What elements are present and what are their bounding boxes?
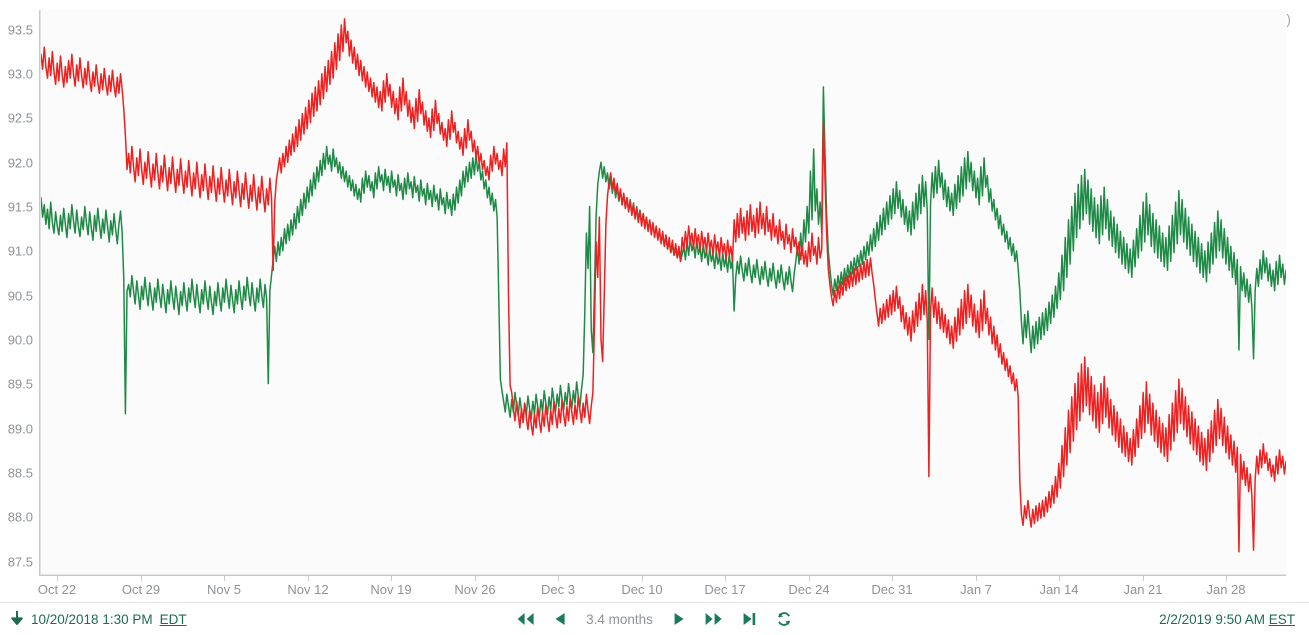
- y-axis-tick-label: 90.5: [7, 288, 33, 304]
- x-axis-tick-label: Jan 14: [1039, 582, 1079, 597]
- x-axis-tick-label: Dec 17: [704, 582, 746, 597]
- range-start-timezone[interactable]: EDT: [159, 611, 187, 627]
- skip-to-end-button[interactable]: [739, 609, 760, 630]
- y-axis-tick-label: 92.5: [7, 110, 33, 126]
- jump-backward-button[interactable]: [514, 609, 535, 630]
- x-axis-tick-mark: [892, 576, 893, 581]
- x-axis-tick-mark: [224, 576, 225, 581]
- x-axis-tick-label: Oct 29: [121, 582, 161, 597]
- x-axis-tick-label: Oct 22: [37, 582, 77, 597]
- x-axis-tick-mark: [475, 576, 476, 581]
- x-axis-tick-mark: [642, 576, 643, 581]
- x-axis-tick-mark: [1226, 576, 1227, 581]
- y-axis: 87.5 88.0 88.5 89.0 89.5 90.0 90.5 91.0 91.5 92.0…: [0, 10, 40, 576]
- time-navigation-toolbar: 10/20/2018 1:30 PM EDT 3.4 months: [0, 602, 1309, 634]
- y-axis-tick-label: 93.5: [7, 22, 33, 37]
- y-axis-tick-label: 88.5: [7, 465, 33, 481]
- step-backward-button[interactable]: [549, 609, 570, 630]
- jump-forward-button[interactable]: [704, 609, 725, 630]
- x-axis-tick-mark: [57, 576, 58, 581]
- range-end-timezone[interactable]: EST: [1268, 611, 1295, 627]
- x-axis-tick-label: Jan 28: [1206, 582, 1246, 597]
- y-axis-tick-label: 91.0: [7, 243, 33, 259]
- series-line-red: [41, 19, 1286, 552]
- y-axis-tick-label: 89.5: [7, 376, 33, 392]
- x-axis-tick-label: Dec 10: [621, 582, 663, 597]
- x-axis-tick-label: Nov 19: [370, 582, 412, 597]
- y-axis-line: [39, 10, 40, 576]
- x-axis-tick-label: Dec 31: [871, 582, 913, 597]
- x-axis-tick-label: Nov 12: [287, 582, 329, 597]
- step-forward-button[interactable]: [669, 609, 690, 630]
- x-axis: Oct 22 Oct 29 Nov 5 Nov 12 Nov 19 Nov 26 Dec 3…: [0, 576, 1309, 602]
- nav-span-label: 3.4 months: [586, 611, 653, 627]
- x-axis-tick-label: Dec 24: [788, 582, 830, 597]
- download-arrow-icon[interactable]: [10, 610, 24, 628]
- x-axis-tick-label: Jan 21: [1123, 582, 1163, 597]
- x-axis-tick-mark: [725, 576, 726, 581]
- y-axis-tick-label: 92.0: [7, 155, 33, 171]
- nav-controls: 3.4 months: [514, 603, 795, 635]
- x-axis-tick-mark: [391, 576, 392, 581]
- x-axis-tick-mark: [809, 576, 810, 581]
- y-axis-tick-label: 87.5: [7, 554, 33, 570]
- x-axis-tick-mark: [308, 576, 309, 581]
- range-start[interactable]: 10/20/2018 1:30 PM EDT: [10, 603, 187, 635]
- series-line-green: [41, 87, 1286, 421]
- range-start-time: 10/20/2018 1:30 PM: [31, 611, 153, 627]
- range-end[interactable]: 2/2/2019 9:50 AM EST: [1159, 603, 1295, 635]
- range-end-time: 2/2/2019 9:50 AM: [1159, 611, 1265, 627]
- x-axis-tick-mark: [1059, 576, 1060, 581]
- x-axis-tick-label: Nov 26: [454, 582, 496, 597]
- x-axis-tick-mark: [1143, 576, 1144, 581]
- y-axis-tick-label: 88.0: [7, 509, 33, 525]
- x-axis-tick-label: Jan 7: [960, 582, 992, 597]
- x-axis-tick-mark: [558, 576, 559, 581]
- y-axis-tick-label: 89.0: [7, 421, 33, 437]
- x-axis-tick-mark: [141, 576, 142, 581]
- y-axis-tick-label: 90.0: [7, 332, 33, 348]
- series-canvas: [41, 10, 1286, 574]
- y-axis-tick-label: 93.0: [7, 66, 33, 82]
- plot-area[interactable]: [40, 10, 1286, 575]
- x-axis-line: [39, 575, 1286, 576]
- y-axis-tick-label: 91.5: [7, 199, 33, 215]
- x-axis-tick-mark: [976, 576, 977, 581]
- x-axis-tick-label: Dec 3: [541, 582, 575, 597]
- refresh-icon[interactable]: [774, 609, 795, 630]
- x-axis-tick-label: Nov 5: [207, 582, 241, 597]
